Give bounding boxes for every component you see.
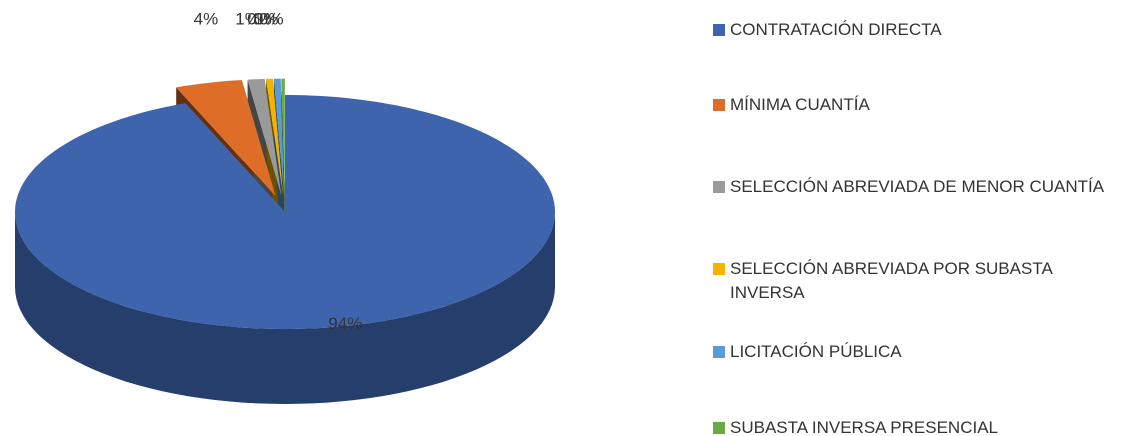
legend-item: CONTRATACIÓN DIRECTA (713, 18, 1115, 42)
data-label: 4% (194, 9, 219, 28)
legend-swatch (713, 24, 725, 36)
slice-wall (15, 212, 555, 404)
legend-label: SELECCIÓN ABREVIADA DE MENOR CUANTÍA (730, 177, 1105, 196)
legend-swatch (713, 99, 725, 111)
slice (247, 78, 282, 196)
slice (176, 80, 276, 197)
data-label: 0% (259, 9, 284, 28)
pie-area: 94% 4% 1%0%0%0% (15, 9, 555, 404)
legend-swatch (713, 181, 725, 193)
legend-swatch (713, 422, 725, 434)
legend-label: MÍNIMA CUANTÍA (730, 95, 870, 114)
data-label: 0% (247, 9, 272, 28)
legend-label: SELECCIÓN ABREVIADA POR SUBASTA INVERSA (730, 259, 1052, 302)
legend-swatch (713, 346, 725, 358)
legend-swatch (713, 263, 725, 275)
data-label: 1% (235, 9, 260, 28)
slice (281, 78, 285, 196)
data-label: 0% (254, 9, 279, 28)
slice (15, 95, 555, 329)
legend-label: SUBASTA INVERSA PRESENCIAL (730, 418, 998, 436)
legend-item: MÍNIMA CUANTÍA (713, 93, 1115, 117)
legend-label: CONTRATACIÓN DIRECTA (730, 20, 942, 39)
slice (273, 78, 285, 196)
legend-item: SUBASTA INVERSA PRESENCIAL (713, 416, 1115, 436)
legend-item: LICITACIÓN PÚBLICA (713, 340, 1115, 364)
data-label: 94% (328, 314, 362, 333)
legend-label: LICITACIÓN PÚBLICA (730, 342, 902, 361)
legend-item: SELECCIÓN ABREVIADA POR SUBASTA INVERSA (713, 257, 1115, 305)
legend-item: SELECCIÓN ABREVIADA DE MENOR CUANTÍA (713, 175, 1115, 199)
slice (266, 78, 284, 196)
